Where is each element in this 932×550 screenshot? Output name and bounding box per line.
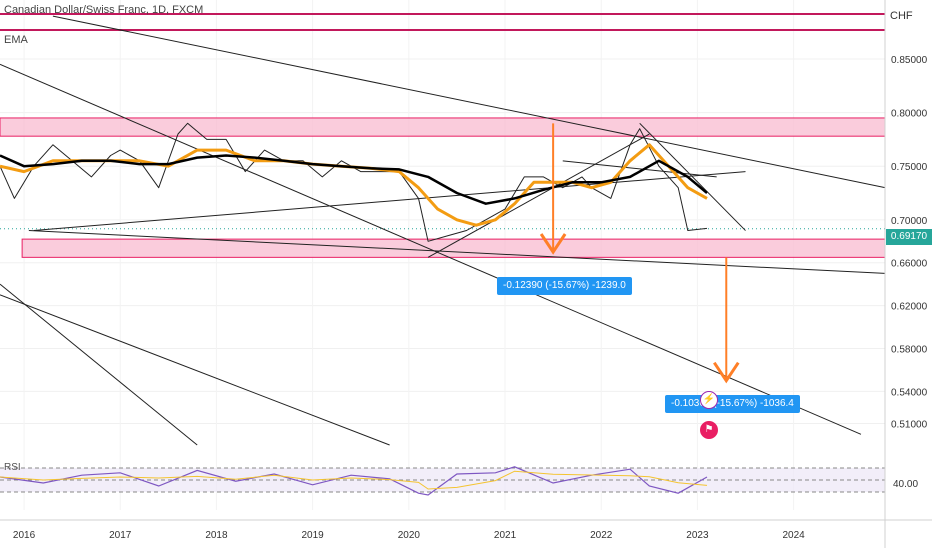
y-tick-label: 0.54000 xyxy=(891,387,928,398)
trendline xyxy=(0,63,862,435)
x-tick-label: 2024 xyxy=(782,530,805,541)
support-resistance-zone xyxy=(21,238,886,258)
current-price-tag: 0.69170 xyxy=(886,229,932,245)
rsi-pane xyxy=(0,466,885,496)
ema-indicator-label[interactable]: EMA xyxy=(4,34,28,46)
support-resistance-zone xyxy=(0,117,886,137)
measure-arrows xyxy=(539,123,740,384)
y-tick-label: 0.66000 xyxy=(891,259,928,270)
price-series xyxy=(0,122,708,242)
trendline xyxy=(639,122,746,231)
y-tick-label: 0.85000 xyxy=(891,55,928,66)
measure-arrow-head xyxy=(713,361,740,384)
flag-icon[interactable]: ⚑ xyxy=(700,421,718,439)
rsi-line xyxy=(0,466,708,496)
y-tick-label: 0.51000 xyxy=(891,420,928,431)
trendlines xyxy=(0,15,886,446)
x-tick-label: 2023 xyxy=(686,530,709,541)
rsi-ma-line xyxy=(0,470,708,490)
x-tick-label: 2017 xyxy=(109,530,132,541)
x-tick-label: 2020 xyxy=(398,530,421,541)
lightning-icon[interactable]: ⚡ xyxy=(700,391,718,409)
y-tick-label: 0.75000 xyxy=(891,162,928,173)
trendline xyxy=(0,283,198,446)
sr-zones xyxy=(0,117,886,258)
rsi-tick-label: 40.00 xyxy=(893,479,919,490)
ema-fast-line xyxy=(0,143,708,227)
trendline xyxy=(33,171,746,232)
currency-label: CHF xyxy=(890,10,913,22)
price-line xyxy=(0,122,708,242)
y-tick-label: 0.70000 xyxy=(891,216,928,227)
measure-label-2[interactable]: -0.10360 (-15.67%) -1036.4 xyxy=(665,395,800,413)
trendline xyxy=(562,160,717,178)
y-tick-label: 0.80000 xyxy=(891,109,928,120)
measure-label-1[interactable]: -0.12390 (-15.67%) -1239.0 xyxy=(497,277,632,295)
measure-arrow-head xyxy=(539,233,567,255)
x-tick-label: 2022 xyxy=(590,530,613,541)
rsi-label[interactable]: RSI xyxy=(4,462,21,473)
horizontal-lines xyxy=(0,12,885,230)
x-tick-label: 2019 xyxy=(302,530,325,541)
y-tick-label: 0.62000 xyxy=(891,302,928,313)
x-tick-label: 2018 xyxy=(205,530,228,541)
chart-title: Canadian Dollar/Swiss Franc, 1D, FXCM xyxy=(4,4,204,16)
trendline xyxy=(0,294,390,446)
x-tick-label: 2021 xyxy=(494,530,517,541)
ema-slow-line xyxy=(0,154,708,205)
y-tick-label: 0.58000 xyxy=(891,344,928,355)
trendline xyxy=(52,15,886,189)
trendline xyxy=(28,230,886,274)
trendline xyxy=(427,133,650,258)
x-tick-label: 2016 xyxy=(13,530,36,541)
